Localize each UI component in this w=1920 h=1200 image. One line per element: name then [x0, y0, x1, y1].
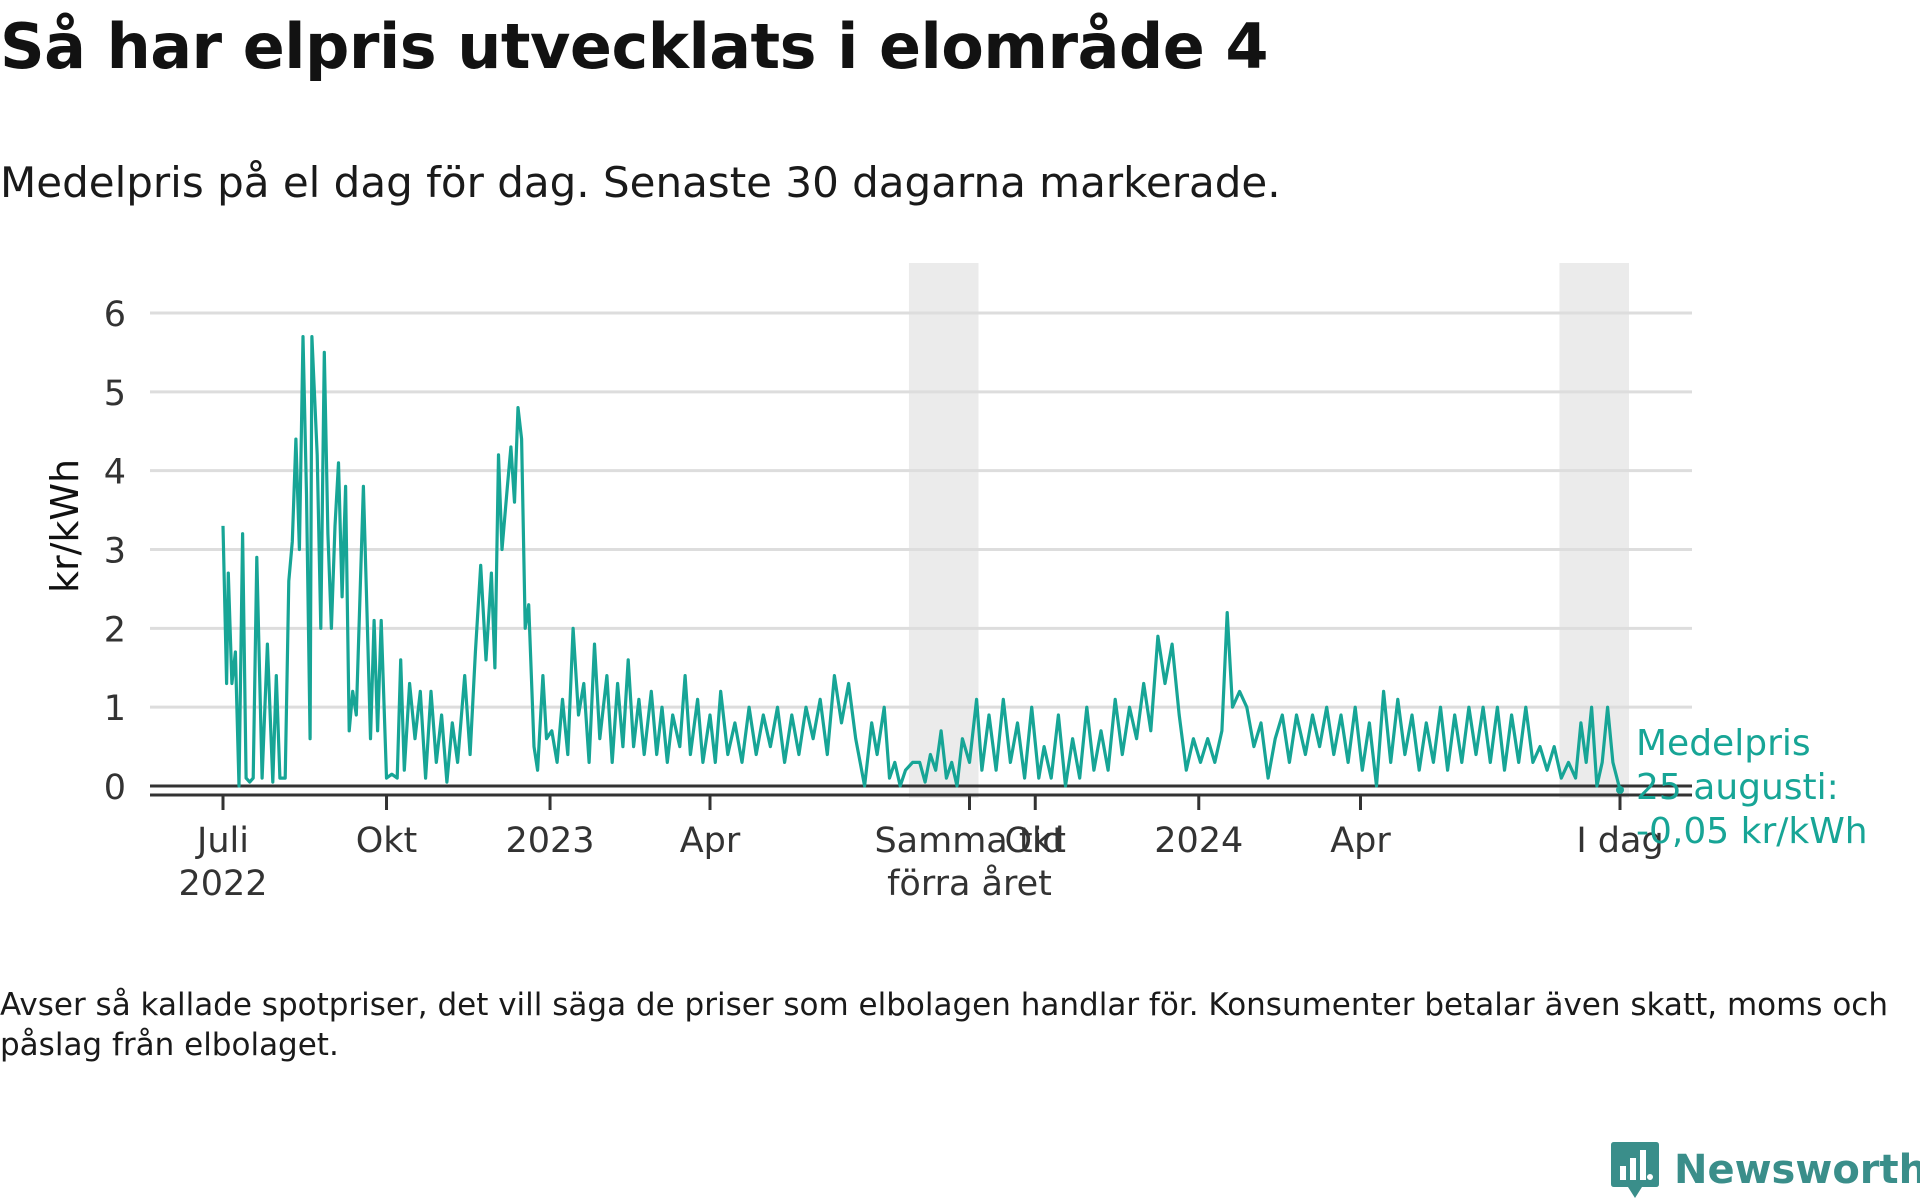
x-tick-label: Samma tid: [874, 821, 1064, 861]
y-tick-label: 1: [104, 689, 126, 729]
x-tick-label: I dag: [1576, 821, 1663, 861]
x-tick-label: 2023: [505, 821, 594, 861]
logo-text: Newsworthy: [1674, 1147, 1920, 1193]
chart-title: Så har elpris utvecklats i elområde 4: [0, 10, 1269, 83]
y-tick-label: 6: [104, 295, 126, 335]
x-tick-label: Juli: [195, 821, 249, 861]
footnote: Avser så kallade spotpriser, det vill sä…: [0, 987, 1888, 1063]
x-tick-label: Okt: [1004, 821, 1066, 861]
series-line-group: [221, 335, 1622, 791]
newsworthy-logo-icon: [1611, 1142, 1659, 1198]
annotation-point: [1616, 785, 1624, 794]
x-tick-label: 2024: [1154, 821, 1243, 861]
y-tick-label: 3: [104, 532, 126, 572]
highlight-bands: [908, 263, 1629, 798]
annotation-text: 25 augusti:: [1636, 767, 1839, 808]
y-tick-label: 4: [104, 453, 126, 493]
y-tick-label: 0: [104, 768, 126, 808]
x-tick-label: förra året: [887, 863, 1052, 904]
annotation-text: -0,05 kr/kWh: [1636, 811, 1868, 852]
chart-subtitle: Medelpris på el dag för dag. Senaste 30 …: [0, 158, 1281, 207]
x-tick-label: Apr: [1330, 821, 1391, 861]
x-tick-label: Apr: [680, 821, 741, 861]
annotation-text: Medelpris: [1636, 723, 1811, 764]
y-tick-label: 2: [104, 610, 126, 650]
y-axis-label: kr/kWh: [43, 459, 87, 593]
highlight-band-0: [908, 263, 979, 798]
x-axis: [150, 784, 1692, 810]
highlight-band-1: [1559, 263, 1629, 798]
y-tick-label: 5: [104, 374, 126, 414]
x-tick-label: Okt: [356, 821, 418, 861]
y-tick-labels: 0 1 2 3 4 5 6: [104, 295, 126, 808]
x-tick-label: 2022: [178, 864, 267, 904]
newsworthy-logo: Newsworthy: [1610, 1140, 1920, 1200]
series-line: [221, 335, 1622, 791]
